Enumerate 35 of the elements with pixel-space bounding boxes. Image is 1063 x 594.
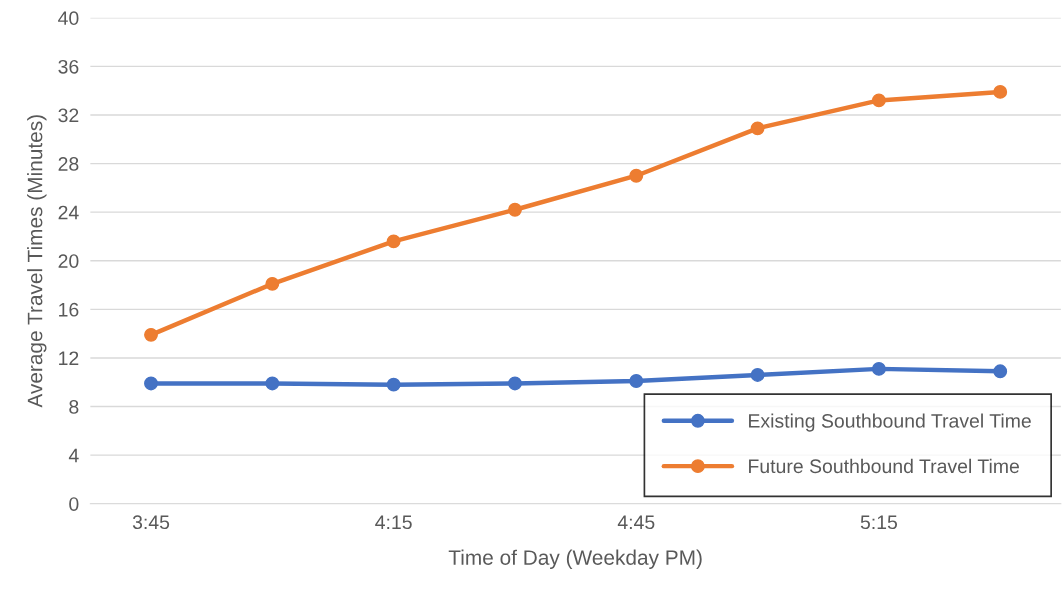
y-tick-label: 36: [58, 59, 79, 74]
x-tick-label: 3:45: [132, 515, 170, 530]
point: [629, 168, 644, 183]
point: [386, 234, 401, 249]
point: [993, 364, 1008, 379]
point: [871, 361, 886, 376]
y-axis-title: Average Travel Times (Minutes): [27, 115, 47, 408]
y-tick-label: 28: [58, 157, 79, 171]
point: [144, 376, 158, 391]
y-tick-label: 16: [59, 302, 79, 317]
y-tick-label: 32: [58, 108, 79, 123]
y-tick-label: 24: [58, 205, 79, 220]
point: [750, 121, 765, 136]
y-tick-label: 40: [58, 11, 79, 26]
y-tick-label: 4: [68, 448, 79, 463]
point: [508, 202, 522, 217]
point: [508, 376, 522, 391]
x-tick-label: 4:45: [617, 515, 655, 530]
point: [871, 93, 886, 108]
point: [386, 377, 401, 392]
point: [750, 368, 765, 382]
point: [144, 327, 158, 342]
x-tick-label: 5:15: [860, 515, 898, 530]
y-tick-label: 12: [59, 351, 79, 365]
x-tick-label: 4:15: [375, 515, 412, 530]
point: [993, 84, 1008, 99]
y-tick-label: 8: [69, 400, 79, 414]
point: [629, 374, 644, 388]
point: [265, 276, 280, 291]
legend-label: Existing Southbound Travel Time: [749, 413, 1031, 432]
x-axis-title: Time of Day (Weekday PM): [448, 549, 702, 570]
legend-label: Future Southbound Travel Time: [749, 458, 1019, 474]
y-tick-label: 0: [69, 497, 79, 511]
y-tick-label: 20: [58, 254, 79, 268]
point: [265, 376, 280, 391]
